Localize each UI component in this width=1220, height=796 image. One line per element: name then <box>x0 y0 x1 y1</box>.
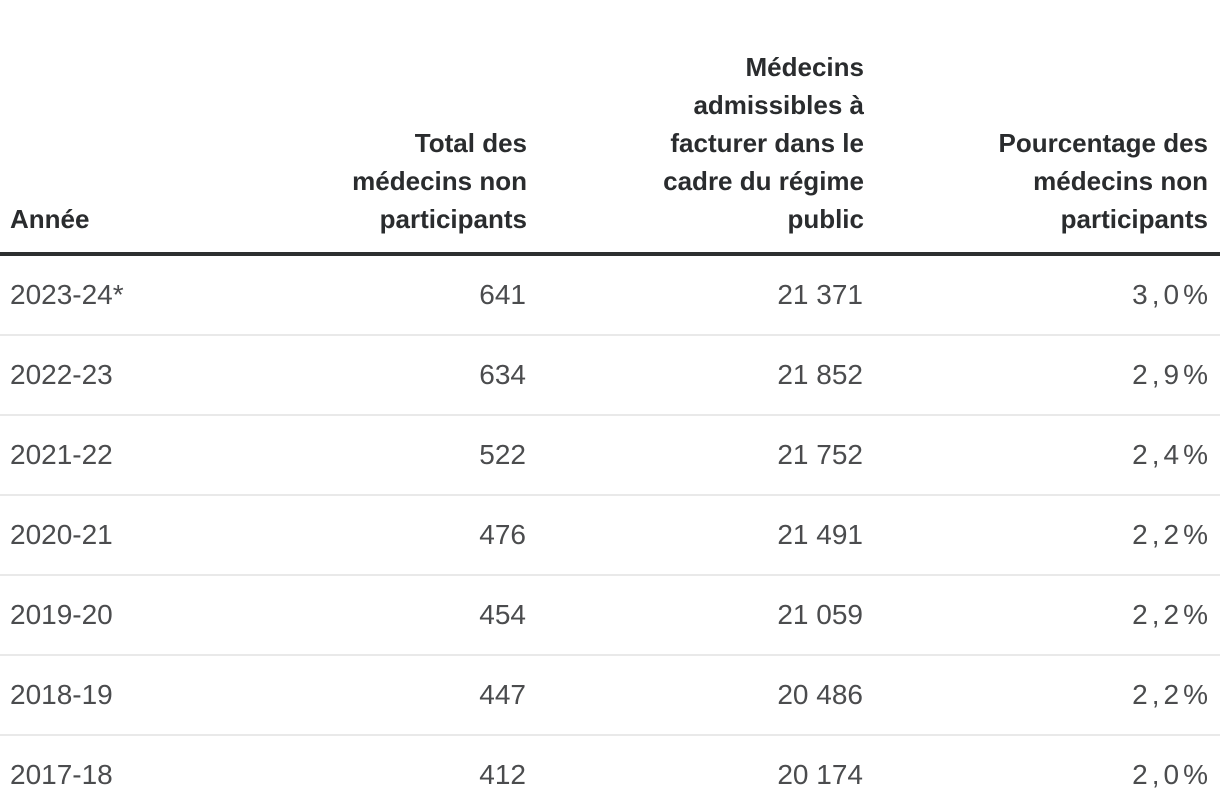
header-line: participants <box>1060 204 1208 234</box>
cell-percent: 3,0% <box>1132 279 1212 310</box>
header-line: Pourcentage des <box>998 128 1208 158</box>
cell-year: 2020-21 <box>10 519 113 550</box>
table-header: Année Total des médecins non participant… <box>0 48 1220 254</box>
header-line: cadre du régime <box>663 166 864 196</box>
column-header-pourcentage: Pourcentage des médecins non participant… <box>864 48 1220 254</box>
cell-year: 2017-18 <box>10 759 113 790</box>
header-line: médecins non <box>352 166 527 196</box>
physicians-non-participants-table: Année Total des médecins non participant… <box>0 48 1220 796</box>
cell-eligible: 21 852 <box>777 359 863 390</box>
cell-total: 522 <box>479 439 526 470</box>
cell-percent: 2,9% <box>1132 359 1212 390</box>
table-row: 2018-19 447 20 486 2,2% <box>0 655 1220 735</box>
header-line: admissibles à <box>693 90 864 120</box>
cell-eligible: 21 371 <box>777 279 863 310</box>
cell-percent: 2,2% <box>1132 519 1212 550</box>
header-line: public <box>787 204 864 234</box>
header-line: Médecins <box>745 52 865 82</box>
cell-total: 447 <box>479 679 526 710</box>
header-line: Année <box>10 204 90 234</box>
table-row: 2020-21 476 21 491 2,2% <box>0 495 1220 575</box>
cell-total: 476 <box>479 519 526 550</box>
header-line: facturer dans le <box>670 128 864 158</box>
cell-total: 641 <box>479 279 526 310</box>
column-header-total-non-participants: Total des médecins non participants <box>300 48 527 254</box>
cell-eligible: 20 486 <box>777 679 863 710</box>
table-row: 2023-24* 641 21 371 3,0% <box>0 254 1220 335</box>
table-row: 2019-20 454 21 059 2,2% <box>0 575 1220 655</box>
cell-year: 2018-19 <box>10 679 113 710</box>
cell-percent: 2,2% <box>1132 679 1212 710</box>
header-line: médecins non <box>1033 166 1208 196</box>
cell-total: 634 <box>479 359 526 390</box>
table-row: 2021-22 522 21 752 2,4% <box>0 415 1220 495</box>
cell-year: 2021-22 <box>10 439 113 470</box>
header-row: Année Total des médecins non participant… <box>0 48 1220 254</box>
cell-percent: 2,0% <box>1132 759 1212 790</box>
table-body: 2023-24* 641 21 371 3,0% 2022-23 634 21 … <box>0 254 1220 796</box>
cell-total: 454 <box>479 599 526 630</box>
header-line: Total des <box>414 128 527 158</box>
cell-eligible: 21 059 <box>777 599 863 630</box>
cell-year: 2022-23 <box>10 359 113 390</box>
cell-eligible: 20 174 <box>777 759 863 790</box>
cell-eligible: 21 491 <box>777 519 863 550</box>
cell-percent: 2,2% <box>1132 599 1212 630</box>
header-line: participants <box>379 204 527 234</box>
column-header-medecins-admissibles: Médecins admissibles à facturer dans le … <box>527 48 864 254</box>
column-header-annee: Année <box>0 48 300 254</box>
table-row: 2017-18 412 20 174 2,0% <box>0 735 1220 796</box>
cell-percent: 2,4% <box>1132 439 1212 470</box>
cell-year: 2023-24* <box>10 279 124 310</box>
cell-year: 2019-20 <box>10 599 113 630</box>
table-row: 2022-23 634 21 852 2,9% <box>0 335 1220 415</box>
cell-total: 412 <box>479 759 526 790</box>
cell-eligible: 21 752 <box>777 439 863 470</box>
